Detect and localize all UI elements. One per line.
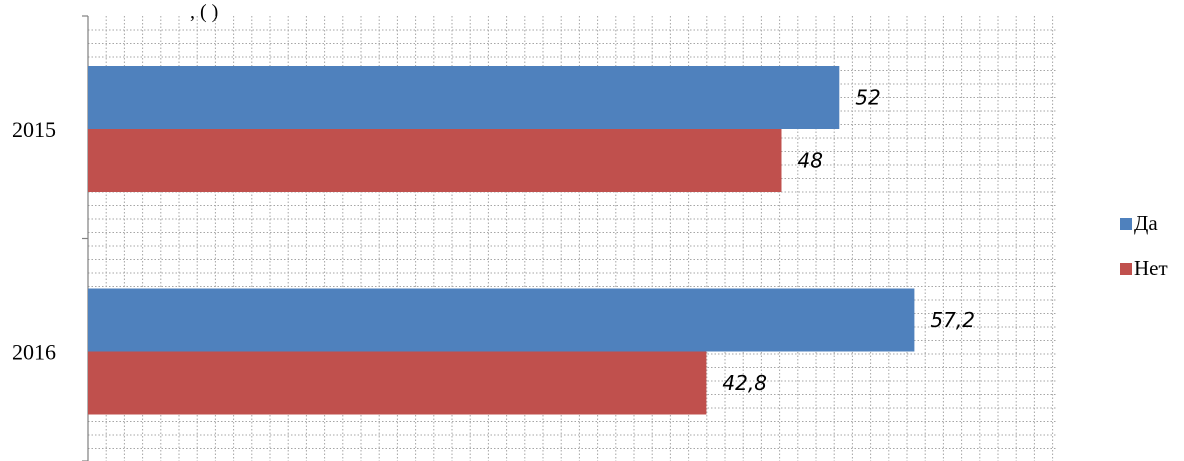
bar-2016-Нет: [88, 351, 707, 415]
legend-swatch: [1120, 263, 1132, 275]
category-label: 2015: [12, 117, 56, 142]
chart-title-fragment: , ( ): [190, 1, 218, 23]
bar-2015-Нет: [88, 129, 782, 192]
bars: [88, 66, 915, 415]
data-label: 48: [798, 149, 823, 173]
category-label: 2016: [12, 340, 56, 365]
legend-swatch: [1120, 218, 1132, 230]
legend: Да Нет: [1120, 211, 1168, 280]
legend-label: Нет: [1134, 256, 1168, 280]
bar-2016-Да: [88, 288, 915, 352]
category-labels: 2015 2016: [12, 117, 56, 365]
bar-2015-Да: [88, 66, 840, 129]
value-axis: [82, 15, 89, 461]
data-label: 42,8: [722, 371, 767, 395]
data-label: 57,2: [930, 308, 975, 332]
data-label: 52: [855, 86, 880, 110]
data-labels: 52 48 57,2 42,8: [722, 86, 975, 396]
legend-label: Да: [1134, 211, 1158, 235]
